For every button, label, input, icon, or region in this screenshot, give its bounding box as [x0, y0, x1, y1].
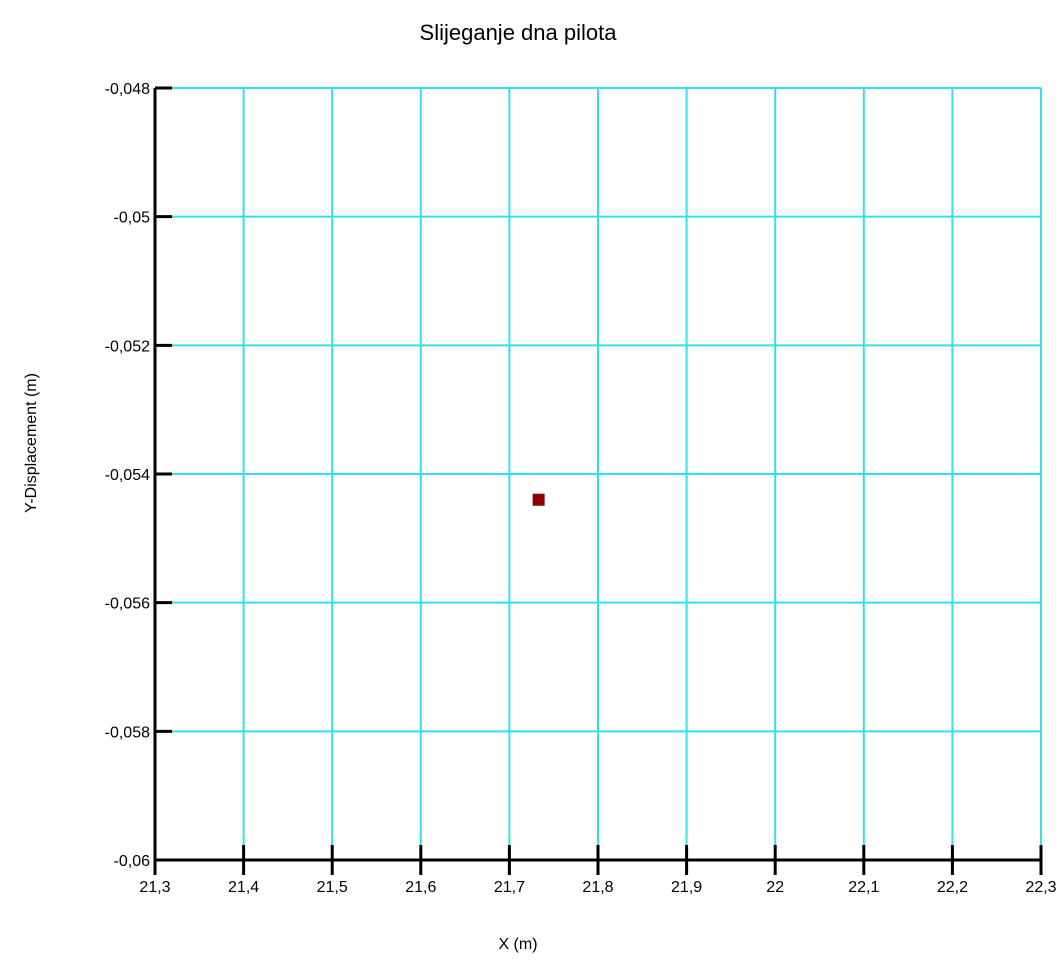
x-tick-label: 21,6 — [405, 879, 436, 896]
data-point-marker — [532, 493, 545, 506]
x-tick-label: 21,3 — [139, 879, 170, 896]
y-tick-label: -0,048 — [105, 81, 150, 98]
y-tick-label: -0,05 — [114, 210, 151, 227]
y-tick-label: -0,06 — [114, 853, 151, 870]
axes — [153, 86, 1043, 875]
x-tick-label: 21,7 — [494, 879, 525, 896]
y-tick-label: -0,052 — [105, 338, 150, 355]
x-tick-label: 22,3 — [1025, 879, 1056, 896]
chart-title: Slijeganje dna pilota — [420, 20, 618, 45]
x-tick-label: 22,1 — [848, 879, 879, 896]
y-tick-label: -0,058 — [105, 724, 150, 741]
data-points — [532, 493, 545, 506]
x-axis-label: X (m) — [498, 936, 537, 953]
tick-labels: 21,3 21,4 21,5 21,6 21,7 21,8 21,9 22 22,1 22,2 22… — [105, 81, 1057, 896]
y-tick-label: -0,054 — [105, 467, 150, 484]
x-tick-label: 21,9 — [671, 879, 702, 896]
x-tick-label: 21,5 — [317, 879, 348, 896]
x-tick-label: 21,8 — [582, 879, 613, 896]
x-tick-label: 22 — [766, 879, 784, 896]
y-tick-label: -0,056 — [105, 596, 150, 613]
x-tick-label: 21,4 — [228, 879, 259, 896]
grid — [155, 87, 1042, 860]
y-axis-label: Y-Displacement (m) — [23, 373, 40, 513]
x-tick-label: 22,2 — [937, 879, 968, 896]
